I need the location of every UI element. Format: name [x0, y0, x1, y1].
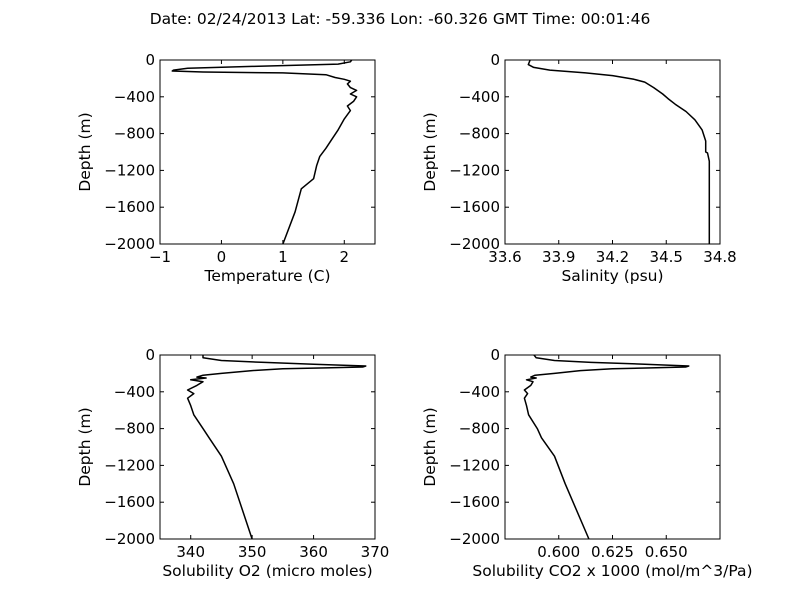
- solubility-o2-xtick-label: 360: [299, 543, 328, 561]
- salinity-xtick-label: 33.9: [542, 248, 575, 266]
- panel-solubility-co2: 0.600 0.625 0.650 0 −400 −800 −1200 −1600 −2000 S…: [421, 346, 753, 580]
- temperature-profile-line: [171, 59, 358, 245]
- solubility-co2-xlabel: Solubility CO2 x 1000 (mol/m^3/Pa): [472, 562, 752, 580]
- solubility-co2-ytick-label: −800: [459, 420, 500, 438]
- salinity-xtick-label: 33.6: [488, 248, 521, 266]
- salinity-ylabel: Depth (m): [421, 112, 439, 191]
- salinity-xlabel: Salinity (psu): [561, 267, 663, 285]
- solubility-co2-ytick-label: −400: [459, 383, 500, 401]
- solubility-co2-xtick-label: 0.600: [537, 543, 580, 561]
- temperature-ytick-label: −2000: [104, 235, 155, 253]
- temperature-ytick-label: −800: [114, 125, 155, 143]
- salinity-ytick-label: −2000: [449, 235, 500, 253]
- solubility-o2-ytick-label: −1600: [104, 493, 155, 511]
- solubility-o2-axes-frame: [159, 354, 376, 540]
- salinity-xtick-label: 34.2: [596, 248, 629, 266]
- temperature-xlabel: Temperature (C): [203, 267, 330, 285]
- solubility-o2-ytick-label: −2000: [104, 530, 155, 548]
- temperature-ytick-label: −1200: [104, 161, 155, 179]
- subplot-grid: −1 0 1 2 0 −400 −800 −1200 −1600 −2000 Temperature…: [76, 51, 753, 580]
- salinity-xtick-label: 34.8: [703, 248, 736, 266]
- solubility-co2-ytick-label: −1600: [449, 493, 500, 511]
- solubility-o2-ylabel: Depth (m): [76, 407, 94, 486]
- temperature-ytick-label: −400: [114, 88, 155, 106]
- solubility-o2-xtick-label: 370: [361, 543, 390, 561]
- temperature-xtick-label: −1: [149, 248, 171, 266]
- solubility-co2-ylabel: Depth (m): [421, 407, 439, 486]
- panel-salinity: 33.6 33.9 34.2 34.5 34.8 0 −400 −800 −1200 −1600 −…: [421, 51, 737, 285]
- salinity-ytick-label: −1200: [449, 161, 500, 179]
- solubility-co2-ytick-label: 0: [490, 346, 500, 364]
- salinity-ytick-label: −800: [459, 125, 500, 143]
- salinity-ytick-label: −1600: [449, 198, 500, 216]
- solubility-o2-profile-line: [186, 355, 367, 540]
- panel-temperature: −1 0 1 2 0 −400 −800 −1200 −1600 −2000 Temperature…: [76, 51, 376, 285]
- temperature-ytick-label: −1600: [104, 198, 155, 216]
- solubility-o2-xlabel: Solubility O2 (micro moles): [162, 562, 372, 580]
- temperature-xtick-label: 1: [278, 248, 288, 266]
- solubility-o2-ytick-label: −1200: [104, 456, 155, 474]
- solubility-co2-ytick-label: −2000: [449, 530, 500, 548]
- solubility-co2-xtick-label: 0.625: [591, 543, 634, 561]
- temperature-axes-frame: [159, 59, 376, 245]
- temperature-xtick-label: 2: [340, 248, 350, 266]
- solubility-o2-ytick-label: −800: [114, 420, 155, 438]
- figure-suptitle: Date: 02/24/2013 Lat: -59.336 Lon: -60.3…: [150, 10, 651, 28]
- temperature-ytick-label: 0: [145, 51, 155, 69]
- salinity-ytick-label: 0: [490, 51, 500, 69]
- temperature-xtick-label: 0: [217, 248, 227, 266]
- salinity-xtick-label: 34.5: [650, 248, 683, 266]
- solubility-o2-xtick-label: 340: [176, 543, 205, 561]
- solubility-co2-xtick-label: 0.650: [645, 543, 688, 561]
- temperature-ylabel: Depth (m): [76, 112, 94, 191]
- solubility-co2-profile-line: [523, 354, 690, 540]
- solubility-o2-ytick-label: 0: [145, 346, 155, 364]
- salinity-ytick-label: −400: [459, 88, 500, 106]
- panel-solubility-o2: 340 350 360 370 0 −400 −800 −1200 −1600 −2000 Solu…: [76, 346, 389, 580]
- salinity-profile-line: [527, 59, 711, 244]
- solubility-co2-ytick-label: −1200: [449, 456, 500, 474]
- solubility-o2-xtick-label: 350: [238, 543, 267, 561]
- solubility-o2-ytick-label: −400: [114, 383, 155, 401]
